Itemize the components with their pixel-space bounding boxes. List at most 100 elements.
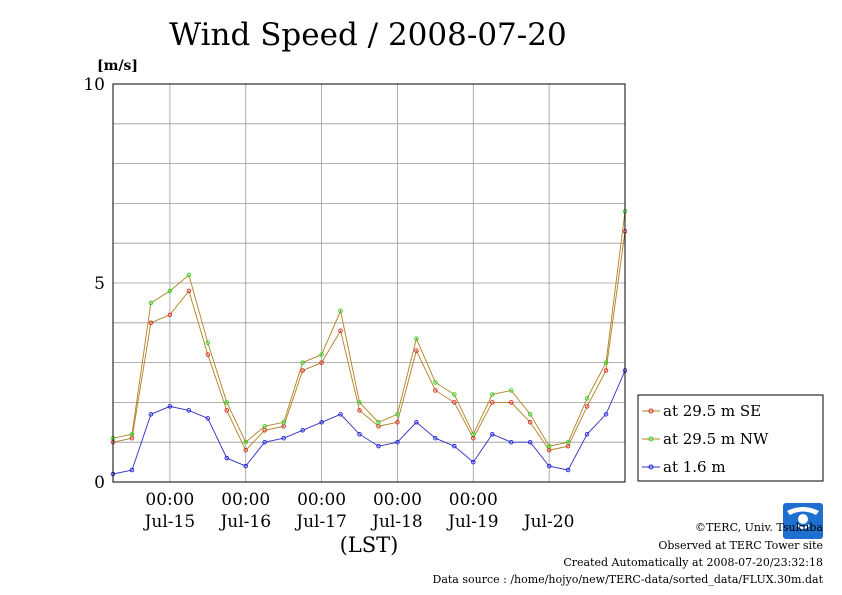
legend-box bbox=[637, 394, 824, 482]
data-point bbox=[357, 408, 362, 413]
data-point bbox=[584, 404, 590, 409]
data-point bbox=[243, 439, 248, 445]
plot-frame bbox=[112, 83, 626, 483]
data-point bbox=[584, 396, 590, 401]
x-time-tick-label: 00:00 bbox=[297, 490, 346, 510]
data-point bbox=[414, 420, 419, 425]
data-point bbox=[527, 412, 533, 417]
data-point bbox=[565, 439, 571, 445]
data-point bbox=[490, 431, 495, 437]
series-line bbox=[112, 231, 626, 451]
data-point bbox=[148, 320, 154, 326]
data-point bbox=[508, 388, 514, 393]
x-date-label: Jul-16 bbox=[218, 512, 271, 532]
data-point bbox=[414, 348, 419, 353]
x-date-label: Jul-15 bbox=[143, 512, 196, 532]
data-point bbox=[167, 312, 173, 318]
data-point bbox=[319, 352, 324, 357]
y-tick-label: 5 bbox=[94, 274, 105, 294]
legend-marker bbox=[648, 436, 654, 442]
terc-logo-graphic bbox=[783, 503, 823, 539]
data-point bbox=[395, 420, 400, 425]
data-point bbox=[395, 412, 400, 417]
legend: at 29.5 m SE at 29.5 m NW at 1.6 m bbox=[637, 394, 824, 482]
footer-observed: Observed at TERC Tower site bbox=[658, 539, 823, 552]
data-point bbox=[414, 336, 419, 341]
data-point bbox=[490, 400, 495, 405]
data-point bbox=[262, 424, 267, 429]
data-point bbox=[338, 412, 343, 417]
data-point bbox=[433, 435, 438, 441]
data-point bbox=[603, 412, 609, 417]
data-point bbox=[281, 420, 286, 425]
x-axis-label: (LST) bbox=[340, 533, 399, 557]
x-time-tick-label: 00:00 bbox=[449, 490, 498, 510]
data-point bbox=[319, 360, 324, 365]
data-point bbox=[243, 447, 248, 453]
legend-label: at 29.5 m SE bbox=[663, 402, 761, 420]
data-point bbox=[319, 420, 324, 425]
chart-title: Wind Speed / 2008-07-20 bbox=[169, 17, 566, 53]
y-tick-labels: 0 5 10 bbox=[83, 75, 105, 493]
y-axis-unit-label: [m/s] bbox=[97, 58, 138, 74]
legend-marker bbox=[648, 464, 654, 470]
data-point bbox=[338, 328, 343, 334]
data-point bbox=[148, 412, 154, 417]
legend-label: at 1.6 m bbox=[663, 458, 726, 476]
terc-logo bbox=[783, 503, 823, 539]
data-point bbox=[129, 467, 135, 473]
data-point bbox=[584, 431, 590, 437]
data-point bbox=[546, 463, 552, 469]
data-point bbox=[490, 392, 495, 397]
footer-copyright: ©TERC, Univ. Tsukuba bbox=[694, 521, 823, 534]
footer-source: Data source : /home/hojyo/new/TERC-data/… bbox=[432, 573, 824, 586]
data-point bbox=[471, 431, 476, 437]
data-point bbox=[565, 467, 571, 473]
data-point bbox=[603, 360, 609, 365]
x-date-label: Jul-19 bbox=[446, 512, 499, 532]
series-layer bbox=[110, 209, 628, 477]
data-point bbox=[527, 439, 533, 445]
data-point bbox=[300, 360, 305, 365]
y-tick-label: 0 bbox=[94, 473, 105, 493]
data-point bbox=[376, 443, 381, 449]
data-point bbox=[357, 400, 362, 405]
data-point bbox=[262, 439, 267, 445]
data-point bbox=[167, 288, 173, 294]
data-point bbox=[129, 431, 135, 437]
data-point bbox=[186, 272, 192, 278]
data-point bbox=[471, 459, 476, 465]
data-point bbox=[603, 368, 609, 373]
data-point bbox=[395, 439, 400, 445]
series-line bbox=[112, 370, 626, 475]
data-point bbox=[224, 408, 230, 413]
legend-marker bbox=[648, 408, 654, 414]
x-date-label: Jul-17 bbox=[294, 512, 347, 532]
data-point bbox=[186, 408, 192, 413]
data-point bbox=[452, 443, 457, 449]
x-date-label: Jul-18 bbox=[370, 512, 423, 532]
data-point bbox=[205, 416, 211, 421]
data-point bbox=[376, 420, 381, 425]
data-point bbox=[433, 380, 438, 385]
data-point bbox=[546, 443, 552, 449]
data-point bbox=[508, 400, 514, 405]
data-point bbox=[508, 439, 514, 445]
x-time-tick-label: 00:00 bbox=[221, 490, 270, 510]
data-point bbox=[205, 340, 211, 345]
footer-created: Created Automatically at 2008-07-20/23:3… bbox=[563, 556, 823, 569]
data-point bbox=[148, 300, 154, 306]
data-point bbox=[338, 308, 343, 314]
legend-label: at 29.5 m NW bbox=[663, 430, 769, 448]
data-point bbox=[433, 388, 438, 393]
data-point bbox=[357, 431, 362, 437]
series-line bbox=[112, 211, 626, 447]
x-date-label: Jul-20 bbox=[522, 512, 575, 532]
data-point bbox=[224, 400, 230, 405]
data-point bbox=[452, 400, 457, 405]
x-time-tick-label: 00:00 bbox=[373, 490, 422, 510]
grid-lines bbox=[113, 84, 625, 482]
data-point bbox=[300, 428, 305, 433]
